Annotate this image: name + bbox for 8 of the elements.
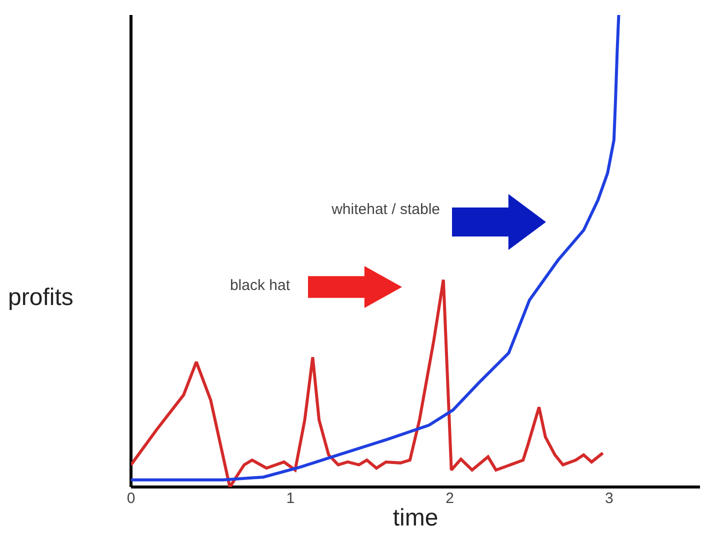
annotation: whitehat / stable xyxy=(330,200,440,219)
x-tick-label: 3 xyxy=(604,490,614,507)
x-tick-label: 1 xyxy=(286,490,295,507)
x-axis-title: time xyxy=(392,504,438,532)
x-tick-label: 0 xyxy=(126,490,136,507)
x-tick-label: 2 xyxy=(446,490,454,507)
y-axis-title: profits xyxy=(8,284,74,312)
annotation: black hat xyxy=(228,276,290,295)
